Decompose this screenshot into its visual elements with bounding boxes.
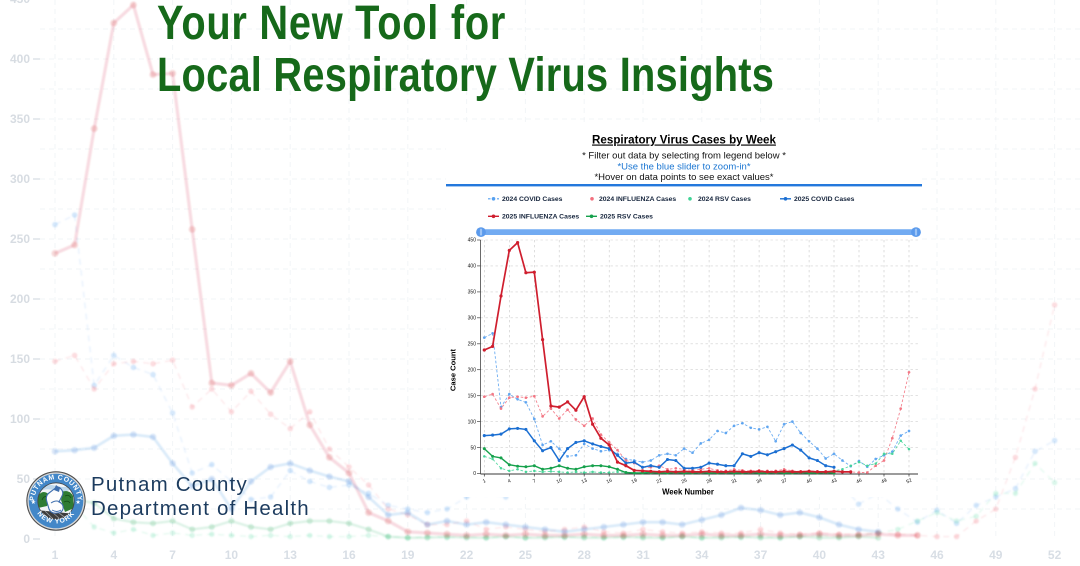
svg-text:46: 46 (855, 477, 863, 485)
svg-text:100: 100 (468, 419, 477, 425)
svg-text:300: 300 (10, 172, 30, 186)
svg-text:22: 22 (656, 477, 664, 485)
svg-text:250: 250 (10, 232, 30, 246)
svg-text:50: 50 (470, 445, 476, 451)
svg-text:100: 100 (10, 412, 30, 426)
svg-text:200: 200 (468, 367, 477, 373)
svg-text:49: 49 (989, 548, 1003, 562)
svg-text:2024 RSV Cases: 2024 RSV Cases (698, 196, 751, 203)
svg-text:13: 13 (581, 477, 589, 485)
svg-text:10: 10 (225, 548, 239, 562)
svg-text:22: 22 (460, 548, 474, 562)
svg-text:31: 31 (731, 477, 739, 485)
svg-text:7: 7 (532, 478, 537, 485)
svg-text:2024 COVID Cases: 2024 COVID Cases (502, 196, 563, 203)
svg-text:4: 4 (110, 548, 117, 562)
svg-text:400: 400 (10, 52, 30, 66)
svg-text:16: 16 (342, 548, 356, 562)
svg-text:400: 400 (468, 264, 477, 270)
svg-text:25: 25 (681, 477, 689, 485)
svg-text:2024 INFLUENZA Cases: 2024 INFLUENZA Cases (599, 196, 676, 203)
svg-text:43: 43 (872, 548, 886, 562)
svg-text:46: 46 (930, 548, 944, 562)
svg-text:34: 34 (695, 548, 709, 562)
svg-text:200: 200 (10, 292, 30, 306)
svg-text:Case Count: Case Count (449, 348, 458, 391)
svg-text:50: 50 (17, 472, 31, 486)
svg-text:49: 49 (880, 477, 888, 485)
svg-text:28: 28 (578, 548, 592, 562)
svg-text:25: 25 (519, 548, 533, 562)
svg-text:10: 10 (556, 477, 564, 485)
svg-text:★: ★ (31, 499, 36, 506)
svg-text:450: 450 (10, 0, 30, 6)
svg-text:7: 7 (169, 548, 176, 562)
svg-text:★: ★ (75, 499, 80, 506)
svg-text:350: 350 (10, 112, 30, 126)
svg-text:150: 150 (10, 352, 30, 366)
svg-text:1: 1 (52, 548, 59, 562)
svg-text:37: 37 (781, 477, 789, 485)
svg-text:19: 19 (631, 477, 639, 485)
svg-text:40: 40 (813, 548, 827, 562)
svg-text:52: 52 (905, 477, 913, 485)
svg-text:2025 INFLUENZA Cases: 2025 INFLUENZA Cases (502, 214, 579, 221)
svg-text:52: 52 (1048, 548, 1062, 562)
svg-text:300: 300 (468, 316, 477, 322)
svg-text:*Use the blue slider to zoom-i: *Use the blue slider to zoom-in* (617, 161, 750, 172)
svg-text:13: 13 (284, 548, 298, 562)
svg-text:* Filter out data by selecting: * Filter out data by selecting from lege… (582, 150, 786, 161)
svg-text:0: 0 (473, 471, 476, 477)
svg-text:250: 250 (468, 342, 477, 348)
svg-text:40: 40 (806, 477, 814, 485)
svg-text:37: 37 (754, 548, 768, 562)
svg-text:350: 350 (468, 290, 477, 296)
svg-text:Respiratory Virus Cases by Wee: Respiratory Virus Cases by Week (592, 134, 776, 147)
svg-text:4: 4 (507, 478, 512, 485)
svg-text:2025 COVID Cases: 2025 COVID Cases (794, 196, 855, 203)
svg-text:0: 0 (23, 532, 30, 546)
svg-text:*Hover on data points to see e: *Hover on data points to see exact value… (594, 172, 773, 183)
svg-text:1: 1 (482, 478, 487, 485)
svg-text:31: 31 (636, 548, 650, 562)
svg-text:16: 16 (606, 477, 614, 485)
svg-text:34: 34 (756, 477, 764, 485)
svg-text:150: 150 (468, 393, 477, 399)
svg-text:43: 43 (830, 477, 838, 485)
svg-text:2025 RSV Cases: 2025 RSV Cases (600, 214, 653, 221)
svg-text:Week Number: Week Number (662, 488, 714, 497)
svg-text:450: 450 (468, 238, 477, 244)
svg-text:19: 19 (401, 548, 415, 562)
svg-text:28: 28 (706, 477, 714, 485)
